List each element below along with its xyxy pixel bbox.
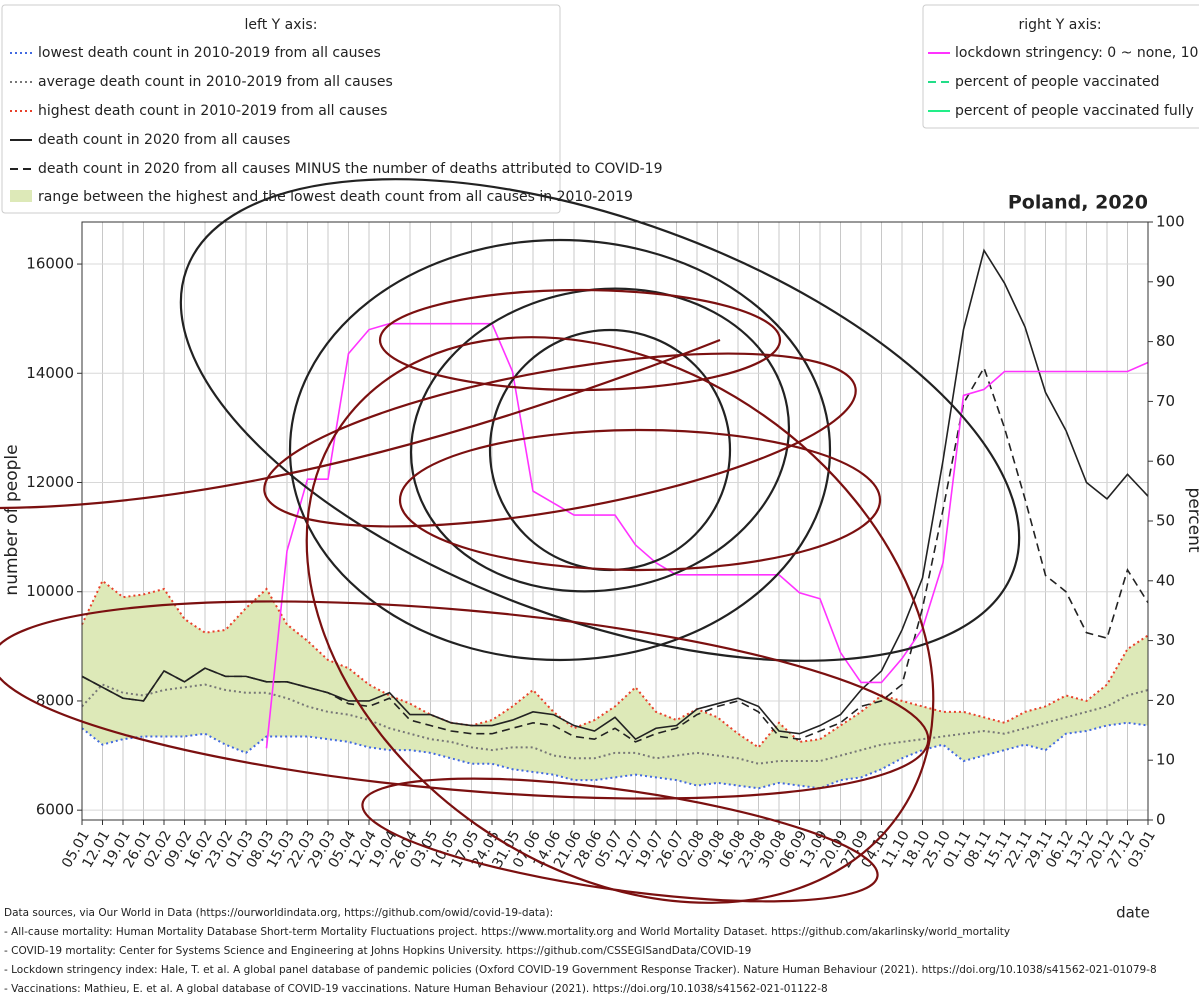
legend-right-title: right Y axis:	[1018, 17, 1101, 33]
range-band	[82, 580, 1148, 789]
y2-axis-label: percent	[1184, 487, 1199, 552]
series-line	[81, 579, 1149, 749]
series-line	[81, 683, 1149, 765]
y-tick-label: 12000	[26, 473, 74, 491]
y2-tick-label: 60	[1156, 452, 1175, 470]
y-axis-label: number of people	[2, 444, 22, 595]
footer-line: - All-cause mortality: Human Mortality D…	[4, 926, 1010, 938]
legend-right-box	[922, 4, 1199, 129]
legend-label: lockdown stringency: 0 ~ none, 100 ~ ful…	[955, 45, 1199, 61]
y-tick-label: 14000	[26, 364, 74, 382]
legend-label: death count in 2020 from all causes MINU…	[38, 161, 663, 177]
legend-label: highest death count in 2010-2019 from al…	[38, 103, 387, 119]
legend-label: average death count in 2010-2019 from al…	[38, 74, 393, 90]
y2-tick-label: 50	[1156, 512, 1175, 530]
y-tick-label: 16000	[26, 255, 74, 273]
plot-frame	[81, 221, 1149, 821]
x-axis-label: date	[1116, 904, 1150, 922]
y2-tick-label: 100	[1156, 213, 1185, 231]
legend-label: percent of people vaccinated fully	[955, 103, 1194, 119]
legend-left-title: left Y axis:	[245, 17, 318, 33]
y2-tick-label: 90	[1156, 272, 1175, 290]
y2-tick-label: 70	[1156, 392, 1175, 410]
legend-label: percent of people vaccinated	[955, 74, 1160, 90]
legend-label: range between the highest and the lowest…	[38, 189, 633, 205]
y2-tick-label: 30	[1156, 631, 1175, 649]
y2-tick-label: 10	[1156, 751, 1175, 769]
y2-tick-label: 40	[1156, 571, 1175, 589]
footer-line: Data sources, via Our World in Data (htt…	[4, 907, 553, 919]
legend-label: death count in 2020 from all causes	[38, 132, 290, 148]
legend-label: lowest death count in 2010-2019 from all…	[38, 45, 381, 61]
y2-tick-label: 0	[1156, 811, 1166, 829]
y-tick-label: 6000	[36, 801, 74, 819]
scribbles	[0, 178, 1021, 904]
footer-line: - Lockdown stringency index: Hale, T. et…	[4, 964, 1157, 976]
series-line	[265, 322, 1149, 749]
legend-left-box	[1, 4, 561, 214]
chart-title: Poland, 2020	[1008, 192, 1148, 214]
y-tick-label: 8000	[36, 691, 74, 709]
series-line	[81, 365, 1149, 743]
footer-line: - Vaccinations: Mathieu, E. et al. A glo…	[4, 983, 828, 995]
y-tick-label: 10000	[26, 582, 74, 600]
plot-area: 05.0112.0119.0126.0102.0209.0216.0223.02…	[26, 213, 1184, 871]
y2-tick-label: 20	[1156, 691, 1175, 709]
y2-tick-label: 80	[1156, 332, 1175, 350]
footer-line: - COVID-19 mortality: Center for Systems…	[4, 945, 751, 957]
legend-swatch	[10, 190, 32, 202]
